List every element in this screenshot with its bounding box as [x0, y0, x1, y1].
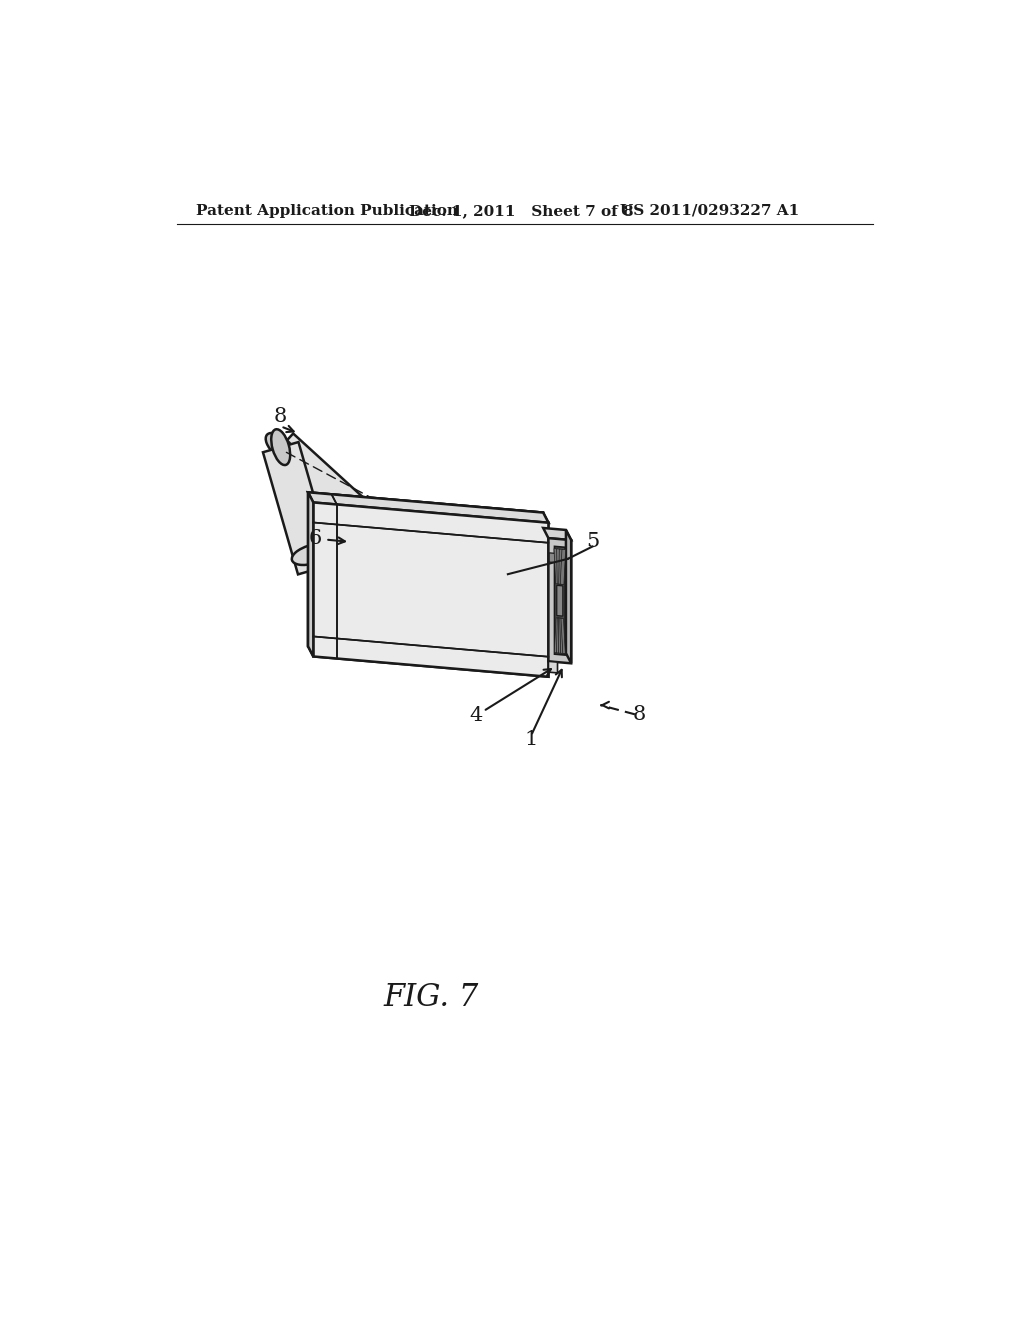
Text: 8: 8 — [274, 407, 288, 426]
Polygon shape — [313, 503, 549, 677]
Ellipse shape — [265, 433, 296, 462]
Polygon shape — [543, 528, 571, 540]
Polygon shape — [566, 529, 571, 664]
Polygon shape — [263, 442, 334, 574]
Polygon shape — [549, 539, 571, 664]
Polygon shape — [558, 618, 561, 653]
Polygon shape — [554, 549, 559, 583]
Ellipse shape — [292, 544, 331, 565]
Polygon shape — [557, 585, 563, 616]
Polygon shape — [554, 546, 565, 655]
Polygon shape — [549, 553, 558, 562]
Polygon shape — [560, 549, 565, 585]
Text: 5: 5 — [586, 532, 599, 552]
Polygon shape — [308, 492, 313, 656]
Ellipse shape — [271, 429, 290, 465]
Polygon shape — [557, 549, 561, 585]
Text: Dec. 1, 2011   Sheet 7 of 8: Dec. 1, 2011 Sheet 7 of 8 — [410, 203, 634, 218]
Polygon shape — [308, 492, 543, 667]
Ellipse shape — [364, 517, 409, 562]
Text: 4: 4 — [469, 706, 482, 725]
Text: 6: 6 — [308, 528, 322, 548]
Text: 1: 1 — [524, 730, 538, 750]
Polygon shape — [308, 492, 313, 656]
Polygon shape — [561, 618, 565, 653]
Polygon shape — [308, 492, 549, 523]
Polygon shape — [554, 618, 559, 653]
Polygon shape — [560, 618, 563, 653]
Text: FIG. 7: FIG. 7 — [383, 982, 478, 1014]
Polygon shape — [556, 618, 560, 653]
Text: 8: 8 — [632, 705, 645, 723]
Text: Patent Application Publication: Patent Application Publication — [196, 203, 458, 218]
Text: US 2011/0293227 A1: US 2011/0293227 A1 — [620, 203, 799, 218]
Polygon shape — [313, 503, 549, 677]
Polygon shape — [268, 433, 382, 541]
Polygon shape — [559, 549, 563, 585]
Polygon shape — [549, 661, 557, 673]
Polygon shape — [308, 492, 549, 523]
